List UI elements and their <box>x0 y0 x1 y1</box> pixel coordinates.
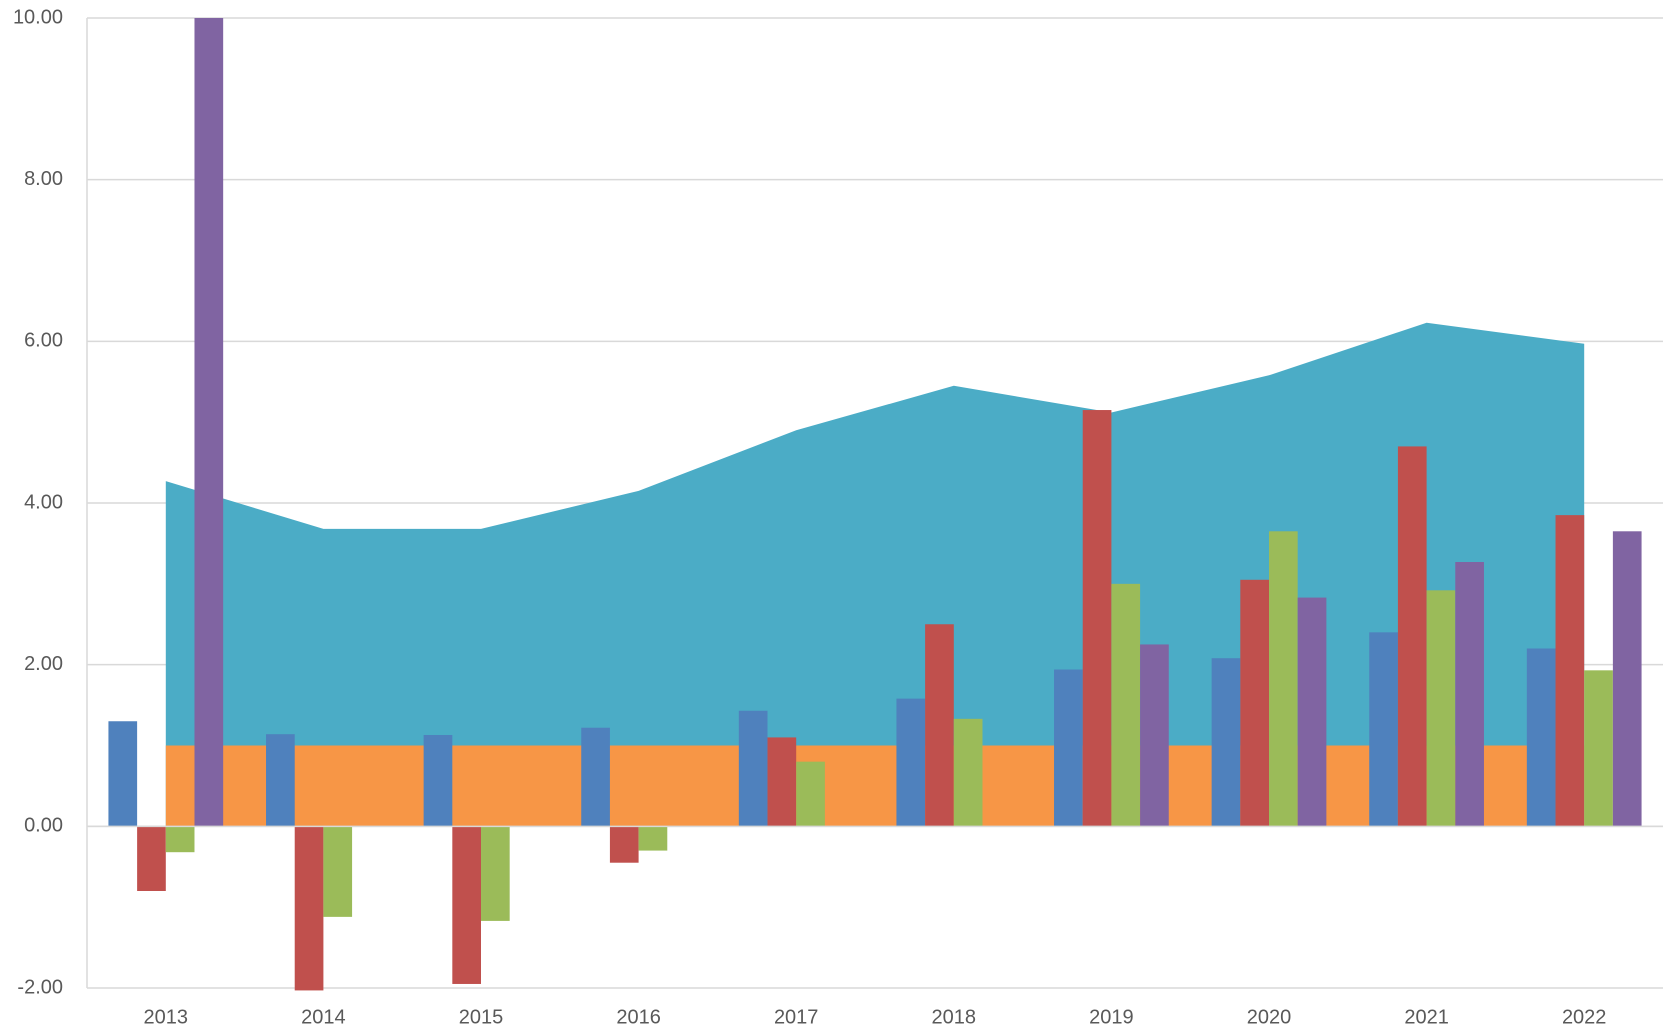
y-tick-label: 8.00 <box>24 168 63 190</box>
bar <box>423 734 453 827</box>
bar <box>1111 583 1141 827</box>
x-tick-label: 2022 <box>1562 1006 1607 1028</box>
bar <box>266 734 295 827</box>
bar <box>581 727 610 827</box>
x-tick-label: 2021 <box>1404 1006 1449 1028</box>
bar <box>1526 648 1556 827</box>
bar <box>452 826 481 984</box>
x-tick-label: 2019 <box>1089 1006 1134 1028</box>
bar <box>1455 562 1484 827</box>
bar <box>1269 531 1298 827</box>
x-tick-label: 2017 <box>774 1006 819 1028</box>
bar <box>1297 597 1327 827</box>
bar <box>323 826 353 917</box>
bar <box>953 718 983 827</box>
bar <box>1426 590 1456 827</box>
bar <box>1369 632 1398 827</box>
bar <box>925 624 954 827</box>
y-tick-label: 4.00 <box>24 491 63 513</box>
y-tick-label: 10.00 <box>13 6 63 28</box>
y-tick-label: -2.00 <box>17 976 63 998</box>
bar <box>137 826 166 891</box>
bar <box>796 761 825 827</box>
bar <box>1082 410 1112 827</box>
y-tick-label: 2.00 <box>24 653 63 675</box>
bar <box>1140 644 1169 827</box>
bar <box>896 698 926 827</box>
x-tick-label: 2013 <box>144 1006 189 1028</box>
x-tick-label: 2018 <box>932 1006 977 1028</box>
bar <box>767 737 797 827</box>
bar <box>1240 579 1269 827</box>
bar <box>1612 531 1642 827</box>
x-tick-label: 2016 <box>616 1006 661 1028</box>
bar <box>1555 515 1585 827</box>
bar <box>1211 658 1241 827</box>
bar <box>194 18 224 827</box>
x-tick-label: 2014 <box>301 1006 346 1028</box>
bar <box>609 826 639 863</box>
bar <box>165 826 195 853</box>
bar <box>1584 670 1613 827</box>
y-tick-label: 0.00 <box>24 815 63 837</box>
bar <box>638 826 668 851</box>
x-tick-label: 2015 <box>459 1006 504 1028</box>
bar <box>1054 669 1083 827</box>
bar <box>108 721 138 827</box>
bar <box>294 826 324 991</box>
bar <box>1397 446 1427 827</box>
x-tick-label: 2020 <box>1247 1006 1292 1028</box>
y-tick-label: 6.00 <box>24 330 63 352</box>
bar <box>481 826 510 921</box>
bar <box>738 710 768 827</box>
